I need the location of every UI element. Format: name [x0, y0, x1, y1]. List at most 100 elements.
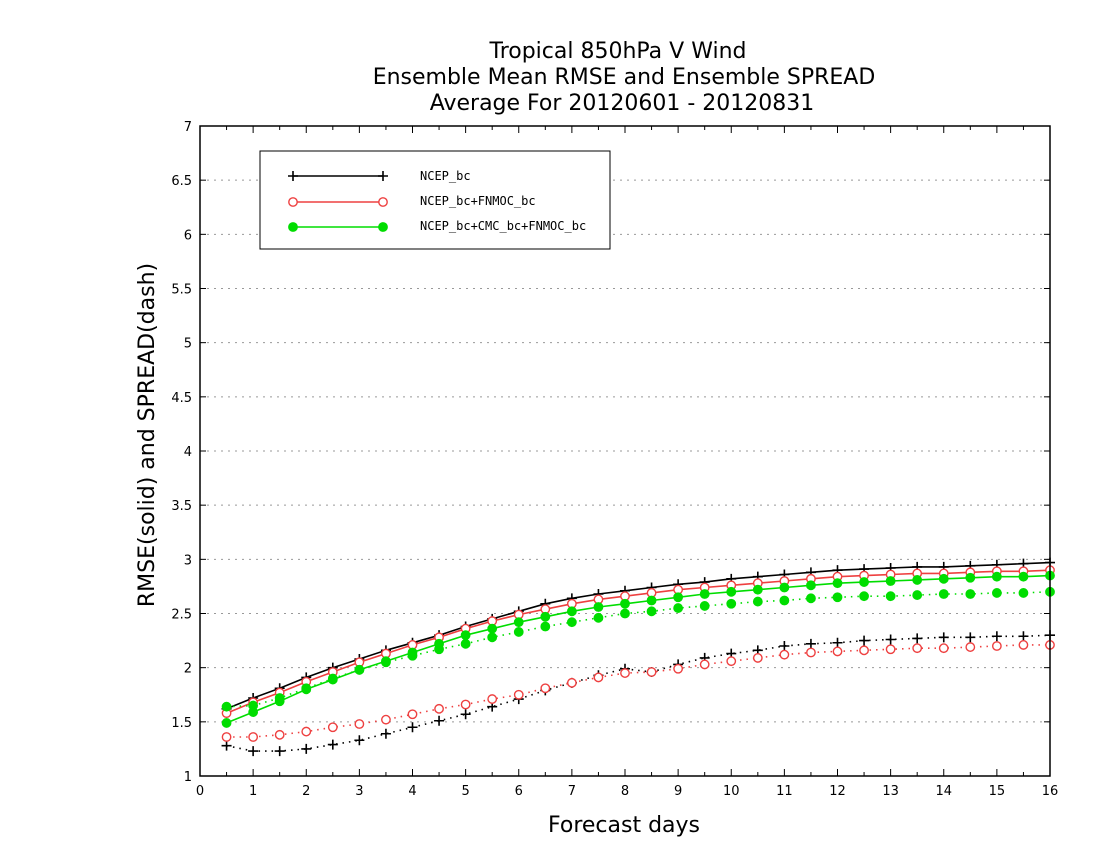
ncep-fnmoc-spread-point	[407, 709, 418, 720]
ncep-cmc-fnmoc-rmse-point	[965, 572, 976, 583]
ncep-cmc-fnmoc-rmse-point	[912, 575, 923, 585]
ncep-fnmoc-spread-point	[832, 646, 843, 657]
title-line-3: Average For 20120601 - 20120831	[430, 91, 815, 116]
y-tick-label: 6	[184, 228, 192, 243]
ncep-fnmoc-spread-point	[726, 656, 737, 667]
ncep-cmc-fnmoc-rmse-point	[806, 580, 816, 591]
ncep-cmc-fnmoc-rmse-point	[646, 595, 657, 606]
ncep-cmc-fnmoc-spread-point	[673, 603, 684, 613]
ncep-cmc-fnmoc-rmse-point	[513, 617, 524, 628]
ncep-cmc-fnmoc-rmse-point	[248, 707, 259, 717]
ncep-fnmoc-spread-point	[806, 647, 816, 658]
ncep-fnmoc-spread-point	[646, 667, 657, 677]
ncep-cmc-fnmoc-rmse-point	[779, 582, 790, 593]
ncep-bc-spread-point	[274, 746, 285, 757]
ncep-cmc-fnmoc-rmse-point	[354, 664, 365, 675]
legend-samples	[288, 171, 388, 232]
ncep-bc-spread-point	[885, 634, 896, 645]
ncep-cmc-fnmoc-rmse-point	[566, 606, 577, 617]
ncep-bc-spread-point	[301, 743, 312, 754]
legend-marker-ncep-cmc-fnmoc	[288, 222, 298, 232]
ncep-bc-spread-point	[221, 740, 232, 751]
x-tick-label: 11	[776, 784, 793, 799]
y-tick-label: 6.5	[171, 174, 192, 189]
grid-layer	[200, 179, 1050, 723]
ncep-cmc-fnmoc-spread-point	[885, 591, 896, 602]
y-tick-label: 1.5	[171, 716, 192, 731]
x-tick-label: 16	[1042, 784, 1059, 799]
ncep-cmc-fnmoc-spread-point	[779, 595, 790, 606]
ncep-cmc-fnmoc-rmse-point	[407, 647, 418, 658]
ncep-cmc-fnmoc-rmse-point	[434, 638, 444, 649]
ncep-cmc-fnmoc-rmse-point	[752, 584, 763, 595]
legend-marker-ncep-fnmoc	[288, 197, 298, 207]
ncep-fnmoc-spread-point	[673, 663, 684, 674]
ncep-cmc-fnmoc-rmse-point	[938, 573, 949, 584]
ncep-cmc-fnmoc-rmse-point	[487, 623, 498, 634]
ncep-fnmoc-spread-point	[566, 677, 577, 688]
ncep-cmc-fnmoc-rmse-point	[673, 592, 684, 603]
ncep-fnmoc-spread-point	[327, 722, 338, 733]
ncep-bc-spread-point	[380, 728, 391, 739]
ncep-fnmoc-spread-point	[859, 645, 869, 656]
ncep-fnmoc-spread-point	[460, 699, 471, 710]
ncep-fnmoc-spread-point	[221, 732, 232, 742]
ncep-cmc-fnmoc-rmse-point	[221, 718, 232, 728]
ncep-fnmoc-spread-point	[513, 689, 524, 700]
ncep-fnmoc-spread-point	[434, 703, 444, 714]
x-axis: 0 1 2 3 4 5 6 7 8 9 10 11 12 13 14 15 16	[196, 126, 1058, 799]
ncep-fnmoc-spread-line	[226, 644, 1050, 738]
x-tick-label: 1	[249, 784, 257, 799]
legend-marker-ncep-bc	[288, 171, 298, 181]
x-tick-label: 12	[829, 784, 846, 799]
ncep-fnmoc-spread-point	[540, 683, 551, 694]
ncep-bc-spread-point	[832, 637, 843, 648]
ncep-bc-spread-point	[859, 635, 870, 646]
legend-label-ncep-cmc-fnmoc: NCEP_bc+CMC_bc+FNMOC_bc	[420, 219, 586, 233]
ncep-fnmoc-spread-point	[779, 649, 790, 660]
y-tick-label: 4	[184, 445, 192, 460]
ncep-cmc-fnmoc-rmse-point	[726, 586, 737, 597]
ncep-fnmoc-spread-point	[912, 643, 923, 654]
ncep-cmc-fnmoc-spread-point	[806, 593, 816, 604]
x-tick-label: 14	[935, 784, 952, 799]
ncep-cmc-fnmoc-spread-point	[620, 608, 630, 619]
x-tick-label: 2	[302, 784, 310, 799]
legend: NCEP_bc NCEP_bc+FNMOC_bc NCEP_bc+CMC_bc+…	[259, 150, 611, 250]
ncep-cmc-fnmoc-rmse-point	[620, 598, 630, 609]
legend-marker-ncep-fnmoc	[378, 197, 388, 207]
ncep-cmc-fnmoc-spread-point	[991, 588, 1002, 598]
x-tick-label: 8	[621, 784, 629, 799]
ncep-bc-spread-point	[965, 632, 976, 643]
ncep-fnmoc-spread-point	[274, 729, 285, 740]
y-axis-title: RMSE(solid) and SPREAD(dash)	[135, 263, 160, 607]
ncep-cmc-fnmoc-spread-point	[460, 638, 471, 649]
ncep-cmc-fnmoc-spread-point	[1018, 588, 1029, 598]
x-tick-label: 3	[355, 784, 363, 799]
ncep-cmc-fnmoc-spread-point	[540, 621, 551, 632]
ncep-fnmoc-spread-point	[487, 694, 498, 704]
legend-marker-ncep-bc	[378, 171, 388, 181]
y-tick-label: 3	[184, 553, 192, 568]
ncep-cmc-fnmoc-spread-point	[965, 589, 976, 599]
ncep-fnmoc-spread-point	[248, 732, 259, 742]
ncep-fnmoc-spread-point	[965, 642, 976, 652]
x-tick-label: 7	[568, 784, 576, 799]
ncep-bc-spread-point	[991, 631, 1002, 642]
y-tick-label: 7	[184, 120, 192, 135]
ncep-cmc-fnmoc-rmse-point	[1018, 571, 1029, 582]
ncep-cmc-fnmoc-spread-point	[912, 590, 923, 600]
ncep-bc-spread-point	[354, 735, 365, 746]
legend-box	[259, 150, 611, 250]
ncep-bc-spread-point	[327, 739, 338, 750]
ncep-cmc-fnmoc-rmse-point	[699, 589, 710, 599]
ncep-fnmoc-rmse-line	[226, 569, 1051, 714]
ncep-bc-spread-point	[248, 746, 259, 757]
y-tick-label: 2	[184, 662, 192, 677]
chart-title: Tropical 850hPa V Wind Ensemble Mean RMS…	[373, 39, 876, 116]
ncep-cmc-fnmoc-spread-point	[938, 589, 949, 599]
ncep-cmc-fnmoc-rmse-point	[991, 571, 1002, 582]
x-tick-label: 0	[196, 784, 204, 799]
series-layer	[221, 557, 1055, 757]
